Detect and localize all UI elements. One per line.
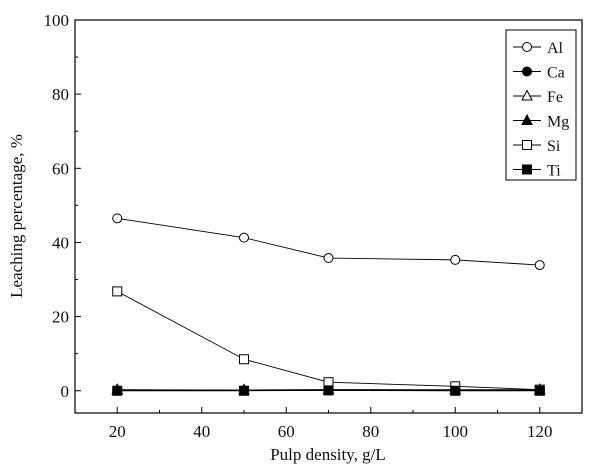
data-point-al	[450, 254, 461, 265]
legend: Al Ca Fe Mg Si Ti	[505, 29, 577, 181]
legend-item-al: Al	[513, 40, 564, 57]
y-tick-label: 60	[52, 159, 69, 178]
data-point-ti	[323, 385, 334, 396]
data-point-al	[112, 213, 123, 224]
legend-marker-ca	[522, 66, 532, 77]
data-point-ti	[239, 385, 249, 396]
legend-item-ca: Ca	[513, 65, 565, 82]
legend-label: Al	[547, 40, 564, 57]
legend-marker-fe	[521, 89, 533, 101]
data-point-si	[239, 354, 249, 365]
x-axis: 20 40 60 80 100 120	[109, 407, 553, 441]
data-point-al	[323, 253, 334, 264]
legend-marker-al	[522, 42, 532, 52]
data-point-ti	[534, 385, 545, 396]
x-tick-label: 40	[193, 422, 210, 441]
legend-marker-si	[522, 140, 532, 150]
legend-item-mg: Mg	[513, 114, 569, 131]
y-axis: 0 20 40 60 80 100	[44, 11, 81, 401]
legend-label: Ti	[547, 163, 561, 180]
data-point-si	[323, 377, 334, 388]
legend-item-fe: Fe	[513, 89, 563, 106]
x-tick-label: 60	[278, 422, 295, 441]
y-tick-label: 80	[52, 85, 69, 104]
series-layer	[111, 213, 546, 396]
legend-box	[505, 29, 577, 181]
legend-marker-ti	[522, 164, 532, 175]
legend-label: Ca	[547, 65, 565, 82]
x-tick-label: 120	[527, 422, 553, 441]
legend-item-ti: Ti	[513, 163, 561, 180]
y-tick-label: 0	[61, 382, 70, 401]
x-tick-label: 100	[443, 422, 469, 441]
y-tick-label: 20	[52, 308, 69, 327]
y-tick-label: 40	[52, 233, 69, 252]
data-point-al	[534, 260, 545, 271]
legend-label: Si	[547, 138, 561, 155]
series-al	[112, 213, 545, 271]
x-axis-title: Pulp density, g/L	[270, 445, 386, 464]
legend-label: Fe	[547, 89, 563, 106]
data-point-al	[239, 232, 249, 243]
x-tick-label: 80	[362, 422, 379, 441]
legend-marker-mg	[521, 113, 533, 125]
data-point-si	[112, 286, 123, 297]
series-si	[112, 286, 545, 395]
y-tick-label: 100	[44, 11, 70, 30]
data-point-ti	[450, 385, 461, 396]
series-line-si	[117, 290, 540, 391]
legend-label: Mg	[547, 114, 569, 131]
y-axis-title: Leaching percentage, %	[7, 134, 26, 298]
data-point-ti	[112, 385, 123, 396]
x-tick-label: 20	[109, 422, 126, 441]
legend-item-si: Si	[513, 138, 561, 155]
series-ti	[112, 385, 545, 396]
